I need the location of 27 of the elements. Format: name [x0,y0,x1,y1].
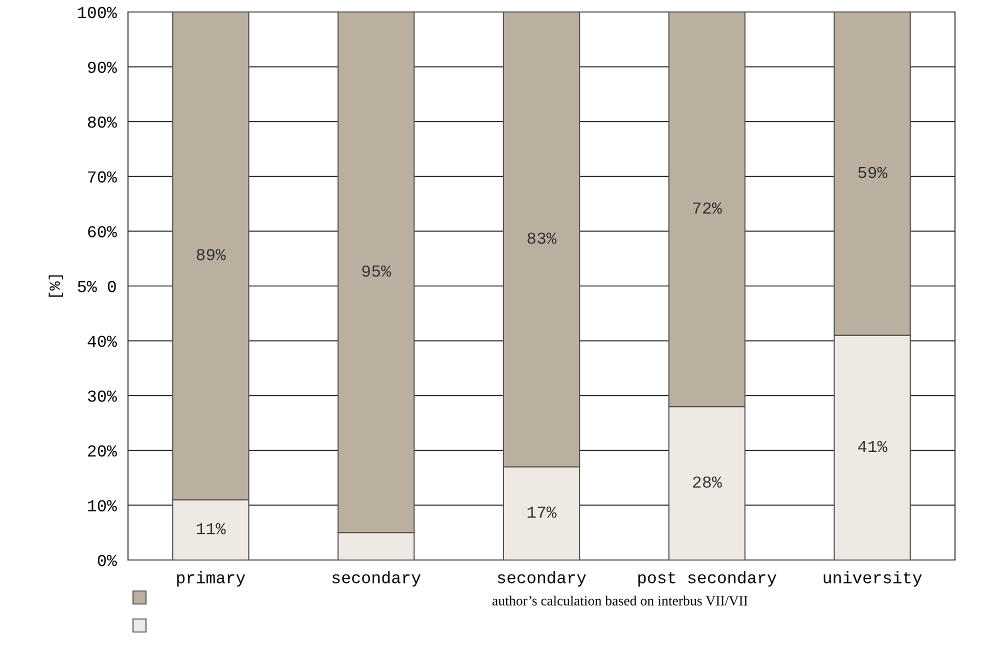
y-tick-label: 70% [88,171,117,183]
y-tick-label: 5% 0 [78,280,116,292]
x-tick-label: secondary [498,571,586,587]
y-tick-label: 40% [88,336,117,348]
x-tick-label: secondary [332,571,421,587]
y-tick-label: 100% [78,6,117,18]
y-tick-label: 0% [98,554,117,566]
y-tick-label: 60% [88,226,117,238]
data-label: 28% [693,476,722,488]
data-label: 72% [693,202,722,214]
data-label: 95% [362,265,392,277]
y-axis-title: [%] [48,275,63,297]
y-tick-label: 80% [88,116,117,128]
text: author’s calculation based on interbus VII/VII [492,596,748,606]
y-tick-label: 90% [88,62,117,74]
y-tick-label: 10% [88,500,117,512]
x-tick-label: post secondary [638,571,776,587]
x-tick-label: university [824,571,922,587]
data-label: 11% [196,523,226,534]
data-label: 89% [196,249,226,260]
y-tick-label: 30% [88,390,117,402]
y-tick-label: 20% [88,445,117,457]
data-label: 41% [858,440,888,452]
data-label: 59% [858,166,888,178]
data-label: 83% [528,232,557,244]
x-tick-label: primary [177,571,246,587]
data-label: 17% [528,506,557,518]
